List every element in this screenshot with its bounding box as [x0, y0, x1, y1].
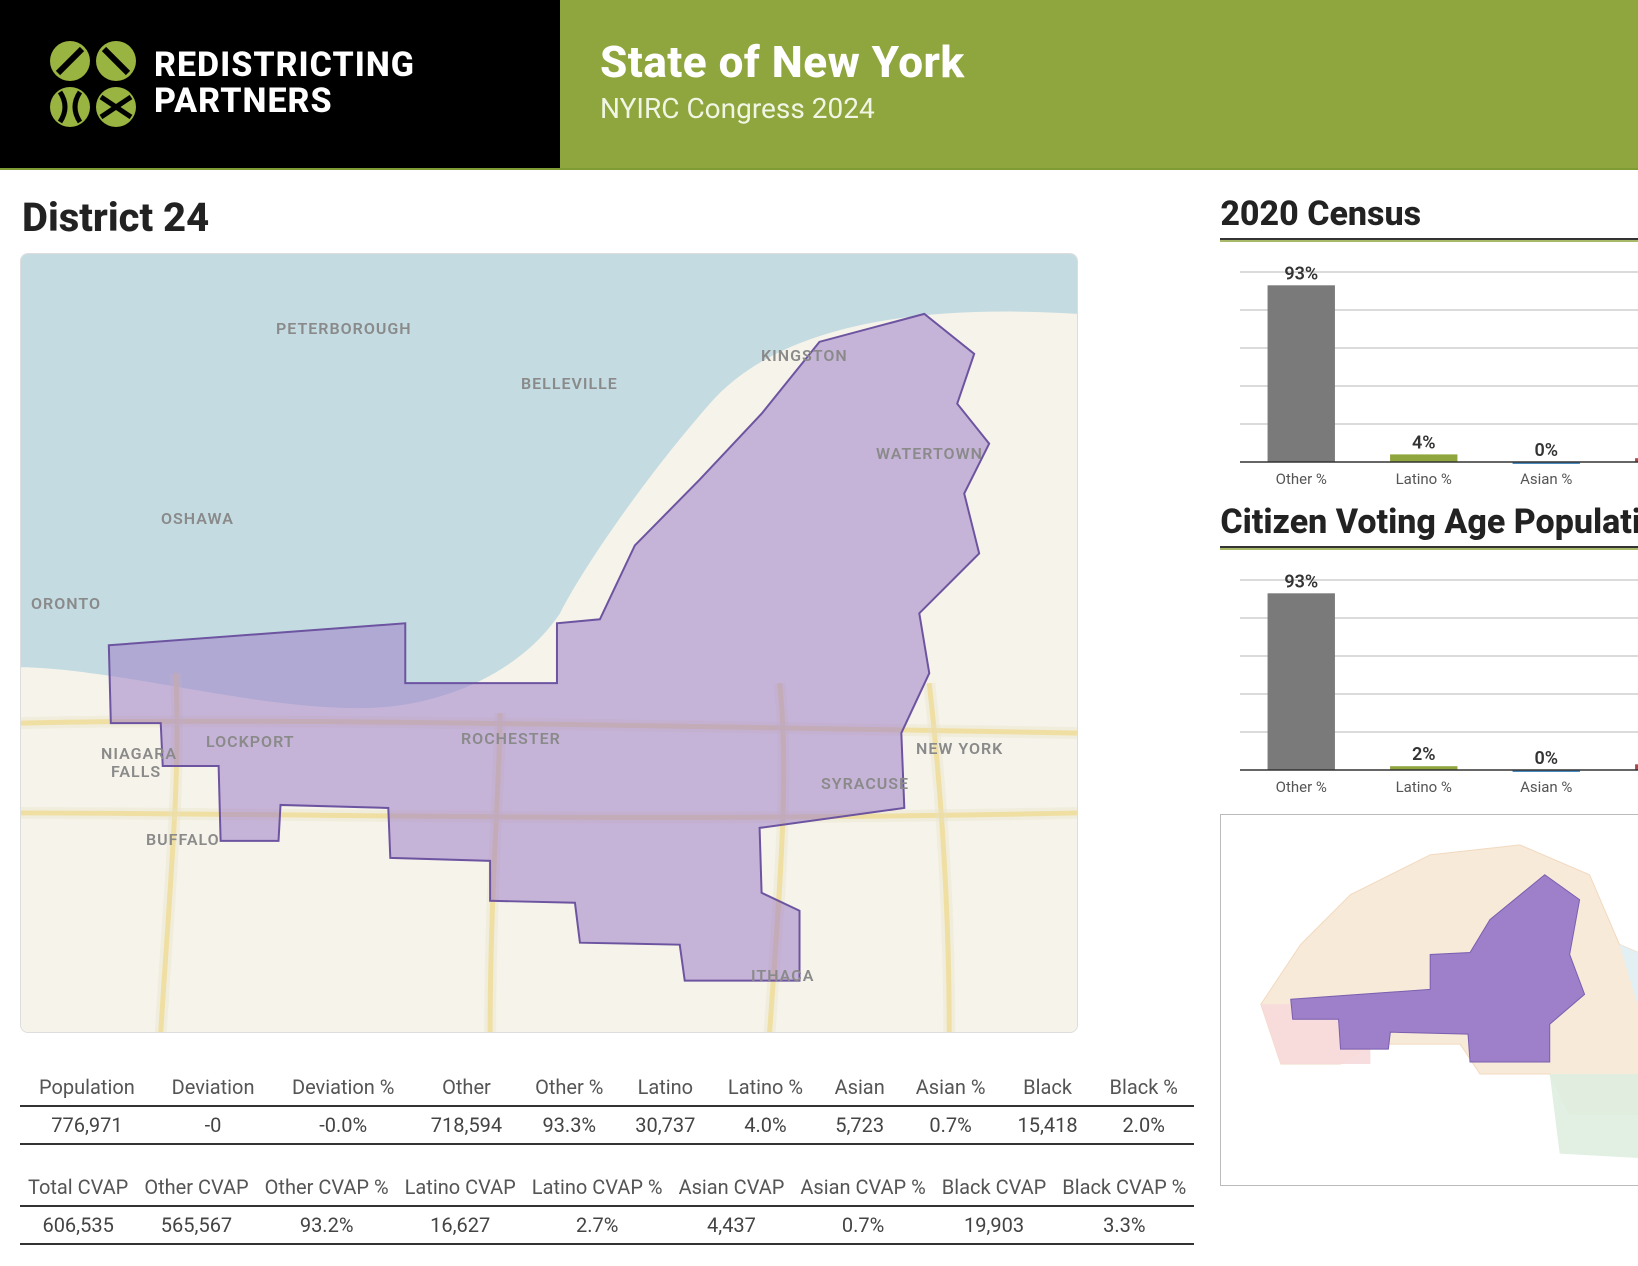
cvap-table: Total CVAPOther CVAPOther CVAP %Latino C… [20, 1169, 1194, 1245]
table-header: Asian % [899, 1069, 1002, 1106]
table-header: Asian CVAP % [792, 1169, 933, 1206]
table-header: Latino CVAP [397, 1169, 524, 1206]
map-city-label: NEW YORK [916, 739, 1003, 758]
table-cell: 19,903 [934, 1206, 1054, 1244]
table-header: Asian [820, 1069, 899, 1106]
table-header: Latino % [711, 1069, 820, 1106]
table-header: Total CVAP [20, 1169, 136, 1206]
table-header: Asian CVAP [671, 1169, 793, 1206]
table-cell: 5,723 [820, 1106, 899, 1144]
table-header: Deviation % [272, 1069, 414, 1106]
table-header: Other % [519, 1069, 620, 1106]
svg-text:93%: 93% [1285, 571, 1319, 592]
map-city-label: BUFFALO [146, 830, 220, 849]
svg-text:Latino %: Latino % [1396, 778, 1452, 796]
table-header: Black CVAP [934, 1169, 1054, 1206]
table-cell: 4.0% [711, 1106, 820, 1144]
map-city-label: KINGSTON [761, 346, 848, 365]
table-header: Population [20, 1069, 154, 1106]
table-cell: 93.2% [257, 1206, 397, 1244]
table-cell: 2.7% [524, 1206, 671, 1244]
map-city-label: Peterborough [276, 319, 412, 338]
brand-block: REDISTRICTING PARTNERS [0, 0, 560, 168]
svg-text:0%: 0% [1535, 748, 1559, 769]
census-chart-title: 2020 Census [1220, 194, 1638, 234]
table-cell: 776,971 [20, 1106, 154, 1144]
map-city-label: Lockport [206, 732, 295, 751]
table-header: Black % [1093, 1069, 1194, 1106]
svg-text:93%: 93% [1285, 263, 1319, 284]
table-cell: 0.7% [899, 1106, 1002, 1144]
table-header: Deviation [154, 1069, 272, 1106]
district-map: Peterborough Belleville KINGSTON WATERTOWN O… [20, 253, 1078, 1033]
table-cell: 15,418 [1002, 1106, 1093, 1144]
svg-text:2%: 2% [1412, 744, 1436, 765]
map-city-label: ROCHESTER [461, 729, 561, 748]
table-cell: 718,594 [414, 1106, 519, 1144]
table-header: Black CVAP % [1054, 1169, 1194, 1206]
svg-text:Other %: Other % [1276, 778, 1327, 796]
table-header: Other CVAP [136, 1169, 256, 1206]
table-cell: 565,567 [136, 1206, 256, 1244]
table-header: Black [1002, 1069, 1093, 1106]
district-title: District 24 [22, 194, 1194, 241]
map-city-label: SYRACUSE [821, 774, 909, 793]
table-header: Latino [620, 1069, 711, 1106]
map-city-label: ITHACA [751, 966, 814, 985]
cvap-bar-chart: 93%Other %2%Latino %0%Asian %3%Black % [1220, 560, 1638, 800]
table-cell: 4,437 [671, 1206, 793, 1244]
table-cell: 2.0% [1093, 1106, 1194, 1144]
map-city-label: NIAGARA [101, 744, 177, 763]
brand-text: REDISTRICTING PARTNERS [154, 48, 415, 119]
brand-logo-icon [50, 41, 136, 127]
section-divider [1220, 546, 1638, 550]
svg-text:Other %: Other % [1276, 470, 1327, 488]
population-table: PopulationDeviationDeviation %OtherOther… [20, 1069, 1194, 1145]
table-cell: 16,627 [397, 1206, 524, 1244]
table-cell: 0.7% [792, 1206, 933, 1244]
svg-text:Asian %: Asian % [1520, 778, 1572, 796]
map-city-label: Belleville [521, 374, 618, 393]
table-cell: 30,737 [620, 1106, 711, 1144]
state-locator-map [1220, 814, 1638, 1186]
brand-line1: REDISTRICTING [154, 48, 415, 84]
svg-text:Latino %: Latino % [1396, 470, 1452, 488]
section-divider [1220, 238, 1638, 242]
census-bar-chart: 93%Other %4%Latino %0%Asian %2%Black % [1220, 252, 1638, 492]
table-cell: 3.3% [1054, 1206, 1194, 1244]
svg-text:4%: 4% [1412, 432, 1436, 453]
cvap-chart-title: Citizen Voting Age Population [1220, 502, 1638, 542]
svg-text:0%: 0% [1535, 440, 1559, 461]
table-header: Other [414, 1069, 519, 1106]
page-subtitle: NYIRC Congress 2024 [600, 92, 1598, 125]
map-city-label: ORONTO [31, 594, 101, 613]
table-cell: -0 [154, 1106, 272, 1144]
table-cell: -0.0% [272, 1106, 414, 1144]
page-title: State of New York [600, 36, 1598, 88]
header-bar: REDISTRICTING PARTNERS State of New York… [0, 0, 1638, 170]
data-tables: PopulationDeviationDeviation %OtherOther… [20, 1069, 1194, 1245]
title-block: State of New York NYIRC Congress 2024 [560, 0, 1638, 168]
brand-line2: PARTNERS [154, 84, 415, 120]
table-header: Latino CVAP % [524, 1169, 671, 1206]
svg-text:Asian %: Asian % [1520, 470, 1572, 488]
map-city-label: WATERTOWN [876, 444, 983, 463]
table-cell: 606,535 [20, 1206, 136, 1244]
table-header: Other CVAP % [257, 1169, 397, 1206]
map-city-label: FALLS [111, 762, 161, 781]
map-city-label: Oshawa [161, 509, 234, 528]
table-cell: 93.3% [519, 1106, 620, 1144]
